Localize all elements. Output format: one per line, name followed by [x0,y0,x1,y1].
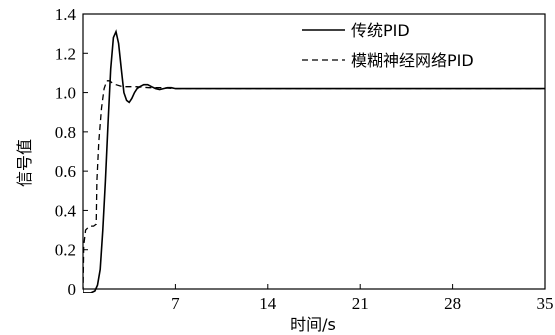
x-tick-label: 21 [352,294,369,313]
x-tick-label: 28 [444,294,461,313]
x-tick-label: 7 [171,294,180,313]
series-line-2 [83,80,545,293]
legend-label-1: 传统PID [351,21,410,40]
x-axis-title: 时间/s [290,315,336,334]
y-tick-label: 1.0 [55,84,76,103]
plot-frame [82,13,546,290]
y-axis-title: 信号值 [15,139,34,187]
y-tick-label: 0.8 [55,123,76,142]
y-tick-label: 0.2 [55,241,76,260]
y-tick-label: 0.6 [55,162,76,181]
y-tick-label: 1.4 [55,5,77,24]
axes: 0 0.2 0.4 0.6 0.8 1.0 1.2 1.4 7 14 21 28 35 [55,5,554,313]
y-tick-label: 0.4 [55,201,77,220]
y-tick-label: 0 [68,280,77,299]
legend: 传统PID 模糊神经网络PID [302,21,474,70]
y-tick-label: 1.2 [55,44,76,63]
plot-area [83,29,545,293]
legend-label-2: 模糊神经网络PID [351,51,474,70]
x-tick-label: 35 [537,294,554,313]
x-tick-label: 14 [259,294,277,313]
series-line-1 [83,29,545,293]
